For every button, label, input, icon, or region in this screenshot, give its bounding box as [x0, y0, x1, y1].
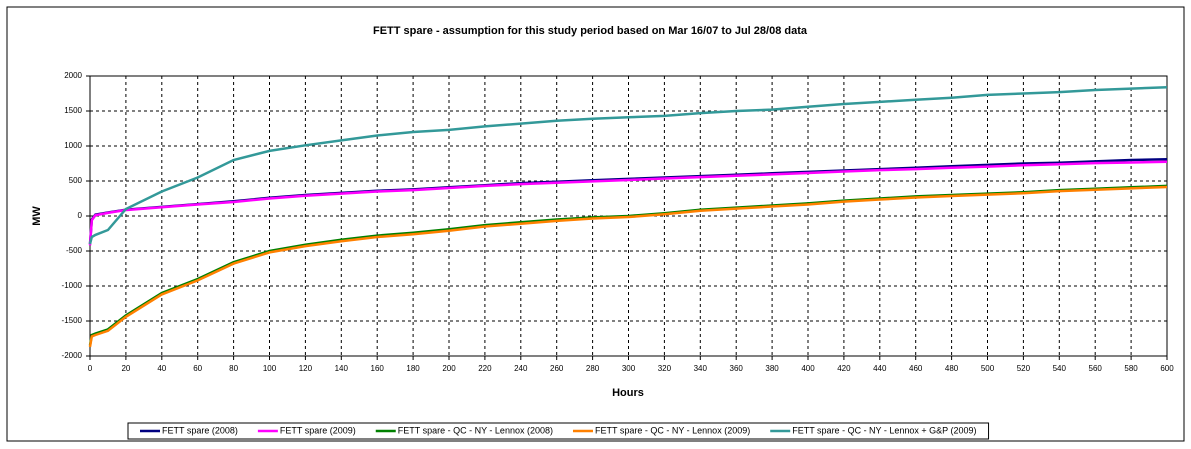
y-tick-label: -2000	[62, 351, 83, 360]
series-line	[88, 85, 1168, 245]
x-tick-label: 380	[765, 364, 779, 373]
y-axis-label: MW	[31, 206, 43, 226]
x-tick-label: 440	[873, 364, 887, 373]
x-tick-label: 520	[1017, 364, 1031, 373]
series-line	[88, 160, 1168, 246]
x-tick-label: 160	[371, 364, 385, 373]
x-tick-label: 480	[945, 364, 959, 373]
x-tick-label: 600	[1160, 364, 1174, 373]
y-tick-label: 0	[78, 211, 83, 220]
x-tick-label: 40	[157, 364, 166, 373]
y-tick-label: -1500	[62, 316, 83, 325]
x-tick-label: 100	[263, 364, 277, 373]
legend-box	[127, 422, 990, 440]
x-tick-label: 320	[658, 364, 672, 373]
legend-label: FETT spare - QC - NY - Lennox (2008)	[398, 425, 553, 435]
x-tick-label: 140	[335, 364, 349, 373]
chart-border	[6, 6, 1185, 442]
plot-border	[89, 75, 1168, 357]
x-tick-label: 360	[730, 364, 744, 373]
y-tick-label: -500	[66, 246, 83, 255]
x-tick-label: 200	[442, 364, 456, 373]
x-tick-label: 560	[1089, 364, 1103, 373]
y-tick-label: 1000	[64, 141, 82, 150]
x-tick-label: 580	[1124, 364, 1138, 373]
x-tick-label: 420	[837, 364, 851, 373]
x-tick-label: 540	[1053, 364, 1067, 373]
x-tick-label: 220	[478, 364, 492, 373]
x-tick-label: 120	[299, 364, 313, 373]
x-tick-label: 400	[801, 364, 815, 373]
legend-label: FETT spare - QC - NY - Lennox + G&P (200…	[792, 425, 976, 435]
x-tick-label: 500	[981, 364, 995, 373]
x-tick-label: 180	[406, 364, 420, 373]
chart-title: FETT spare - assumption for this study p…	[373, 25, 808, 37]
legend-label: FETT spare - QC - NY - Lennox (2009)	[595, 425, 750, 435]
legend-label: FETT spare (2008)	[162, 425, 238, 435]
x-tick-label: 460	[909, 364, 923, 373]
y-tick-label: -1000	[62, 281, 83, 290]
x-tick-label: 20	[121, 364, 130, 373]
y-tick-label: 2000	[64, 71, 82, 80]
series-line	[88, 185, 1168, 348]
y-tick-label: 500	[69, 176, 83, 185]
x-tick-label: 300	[622, 364, 636, 373]
x-tick-label: 260	[550, 364, 564, 373]
x-tick-label: 0	[88, 364, 93, 373]
x-tick-label: 340	[694, 364, 708, 373]
y-tick-label: 1500	[64, 106, 82, 115]
x-tick-label: 240	[514, 364, 528, 373]
x-tick-label: 280	[586, 364, 600, 373]
x-tick-label: 60	[193, 364, 202, 373]
x-tick-label: 80	[229, 364, 238, 373]
x-axis-label: Hours	[612, 387, 644, 399]
legend-label: FETT spare (2009)	[280, 425, 356, 435]
